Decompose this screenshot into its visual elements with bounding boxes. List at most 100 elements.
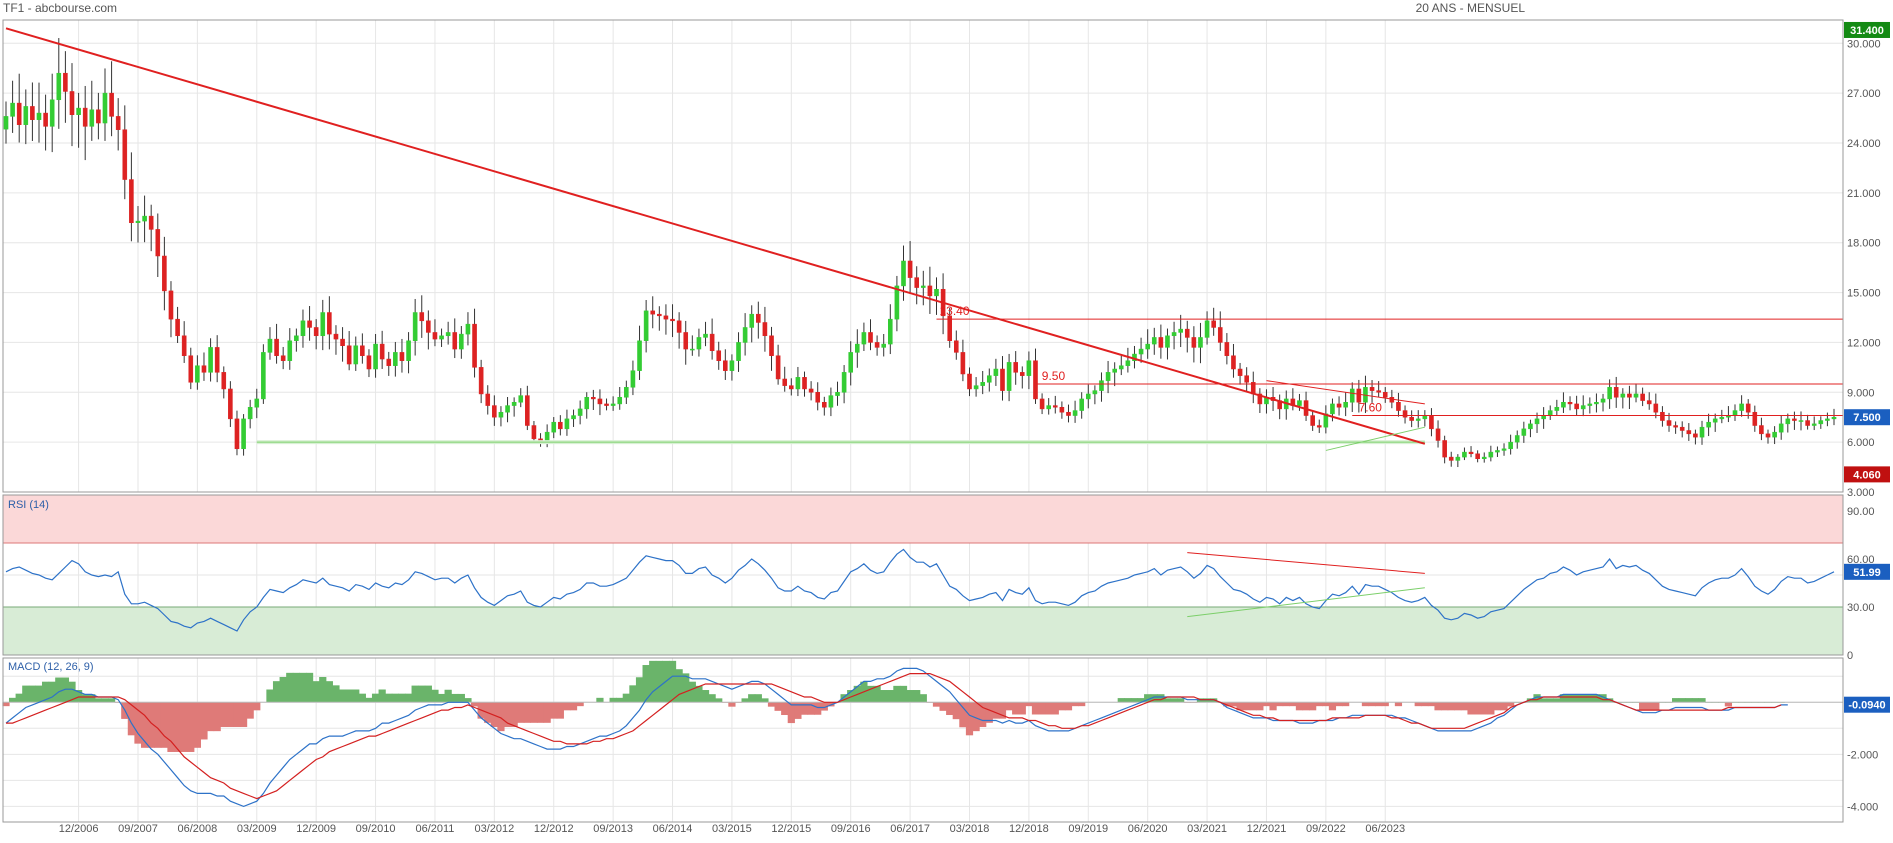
- rsi-y-tick-label: 60.00: [1847, 554, 1875, 566]
- macd-histogram-bar: [1031, 702, 1040, 715]
- candle-body: [1409, 416, 1414, 421]
- price-candles[interactable]: [3, 38, 1837, 468]
- macd-histogram-bar: [530, 702, 538, 723]
- candle: [294, 328, 299, 352]
- candle: [287, 328, 293, 370]
- candle-body: [1587, 403, 1593, 406]
- candle: [1323, 405, 1329, 434]
- candle: [808, 381, 814, 401]
- macd-histogram-bar: [635, 677, 644, 703]
- macd-histogram-bar: [1691, 698, 1700, 703]
- x-tick-label: 06/2017: [890, 823, 930, 835]
- macd-histogram-bar: [655, 660, 663, 703]
- candle-body: [1673, 425, 1678, 428]
- candle: [82, 85, 88, 161]
- candle: [775, 344, 781, 385]
- candle: [1415, 410, 1421, 428]
- candle-body: [1079, 398, 1084, 411]
- macd-histogram-bar: [173, 702, 182, 752]
- candle-body: [340, 338, 345, 346]
- macd-histogram-bar: [286, 672, 294, 703]
- candle-body: [1349, 388, 1355, 403]
- candle-body: [729, 360, 735, 371]
- candle-body: [604, 403, 609, 406]
- candle: [1481, 452, 1487, 463]
- macd-histogram-bar: [1005, 702, 1013, 711]
- candle: [1429, 408, 1434, 437]
- candle-body: [148, 215, 154, 230]
- candle: [1204, 311, 1210, 345]
- macd-histogram-bar: [253, 702, 261, 711]
- macd-histogram-bar: [81, 694, 89, 703]
- macd-histogram-bar: [404, 693, 413, 703]
- macd-histogram: [2, 660, 1843, 752]
- candle: [175, 306, 180, 343]
- candle-body: [1396, 402, 1401, 411]
- candle: [868, 319, 873, 351]
- high-price-badge: 31.400: [1844, 21, 1890, 38]
- candle: [109, 61, 114, 137]
- candle: [907, 241, 913, 294]
- macd-histogram-bar: [919, 694, 927, 703]
- macd-histogram-bar: [1533, 694, 1541, 703]
- macd-histogram-bar: [899, 685, 908, 703]
- candle: [1831, 408, 1837, 426]
- candle-body: [1112, 368, 1117, 373]
- candle: [1653, 393, 1659, 419]
- candle-body: [1356, 388, 1362, 403]
- candle: [327, 296, 332, 350]
- candle: [551, 417, 557, 439]
- macd-histogram-bar: [998, 702, 1007, 719]
- x-tick-label: 12/2006: [59, 823, 99, 835]
- candle: [333, 325, 339, 355]
- candle: [1435, 420, 1441, 448]
- candle-body: [228, 388, 233, 420]
- candle-body: [1633, 393, 1639, 398]
- candle-body: [1435, 428, 1441, 441]
- candle-body: [709, 333, 715, 351]
- candle-body: [1118, 365, 1124, 370]
- candle-body: [1402, 410, 1408, 418]
- candle: [228, 381, 233, 427]
- candle: [980, 370, 985, 395]
- macd-histogram-bar: [1157, 694, 1165, 703]
- candle: [927, 266, 933, 314]
- macd-histogram-bar: [695, 685, 703, 703]
- candle: [168, 281, 174, 338]
- macd-histogram-bar: [701, 690, 710, 703]
- candle: [1693, 429, 1698, 445]
- candle: [300, 309, 306, 348]
- candle-body: [135, 220, 141, 224]
- macd-line: [5, 667, 1788, 808]
- candle-body: [1732, 410, 1738, 416]
- candle: [1620, 388, 1626, 409]
- x-tick-label: 06/2023: [1365, 823, 1405, 835]
- x-tick-label: 06/2014: [653, 823, 693, 835]
- candle-body: [808, 388, 814, 393]
- candle-body: [129, 179, 134, 224]
- candle: [307, 306, 312, 341]
- candle: [630, 360, 636, 396]
- candle: [1211, 307, 1216, 336]
- macd-histogram-bar: [1553, 698, 1561, 703]
- macd-histogram-bar: [41, 681, 50, 703]
- macd-histogram-bar: [972, 702, 980, 732]
- candle: [624, 380, 629, 404]
- candle: [650, 296, 656, 329]
- candle: [657, 306, 662, 331]
- candle: [1072, 400, 1078, 423]
- candle-body: [498, 411, 504, 418]
- candle-body: [1033, 360, 1038, 400]
- candle-body: [1429, 415, 1434, 430]
- candle-body: [802, 377, 807, 390]
- macd-histogram-bar: [299, 672, 307, 703]
- candle: [1686, 423, 1692, 441]
- candle-body: [1798, 420, 1804, 422]
- candle: [670, 304, 675, 338]
- candle: [313, 319, 319, 350]
- macd-histogram-bar: [1414, 702, 1422, 707]
- candle-body: [881, 343, 887, 348]
- candle: [148, 204, 154, 252]
- macd-histogram-bar: [1434, 702, 1442, 711]
